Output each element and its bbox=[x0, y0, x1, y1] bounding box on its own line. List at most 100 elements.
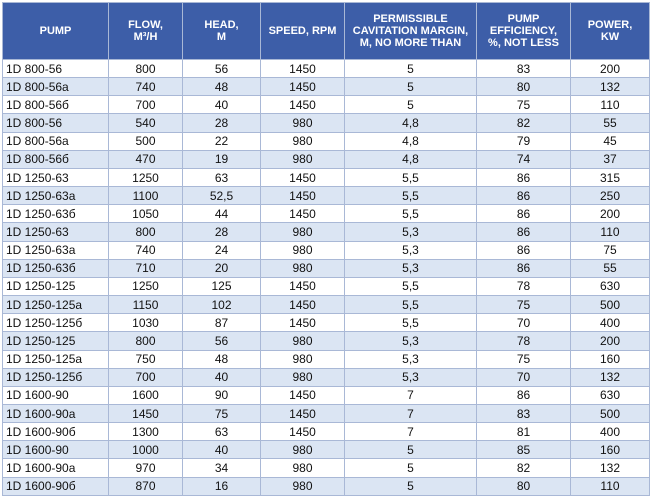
value-cell: 160 bbox=[570, 440, 650, 460]
value-cell: 1000 bbox=[108, 440, 183, 460]
value-cell: 75 bbox=[570, 240, 650, 260]
pump-cell: 1D 1250-125 bbox=[2, 276, 109, 297]
value-cell: 980 bbox=[260, 222, 345, 242]
value-cell: 20 bbox=[182, 258, 261, 278]
pump-cell: 1D 1250-63 bbox=[2, 167, 109, 188]
value-cell: 5 bbox=[344, 440, 477, 460]
value-cell: 78 bbox=[476, 276, 571, 297]
pump-cell: 1D 1600-90a bbox=[2, 403, 109, 424]
value-cell: 1450 bbox=[260, 95, 345, 115]
table-row: 1D 1250-63 800 28 980 5,3 86 110 bbox=[2, 222, 650, 242]
value-cell: 5,3 bbox=[344, 331, 477, 351]
pump-cell: 1D 1250-63б bbox=[2, 204, 109, 224]
table-row: 1D 1600-90a 1450 75 1450 7 83 500 bbox=[2, 403, 650, 424]
pump-cell: 1D 1600-90 bbox=[2, 440, 109, 460]
value-cell: 700 bbox=[108, 95, 183, 115]
header-cell: PUMP EFFICIENCY, %, NOT LESS bbox=[476, 2, 571, 60]
value-cell: 86 bbox=[476, 204, 571, 224]
value-cell: 1030 bbox=[108, 313, 183, 333]
value-cell: 980 bbox=[260, 149, 345, 169]
pump-cell: 1D 1250-63a bbox=[2, 186, 109, 206]
table-row: 1D 1600-90 1000 40 980 5 85 160 bbox=[2, 440, 650, 460]
value-cell: 5,5 bbox=[344, 313, 477, 333]
pump-cell: 1D 1250-125б bbox=[2, 367, 109, 387]
value-cell: 1450 bbox=[260, 385, 345, 405]
value-cell: 55 bbox=[570, 113, 650, 133]
value-cell: 160 bbox=[570, 349, 650, 369]
pump-cell: 1D 800-56б bbox=[2, 149, 109, 169]
value-cell: 400 bbox=[570, 313, 650, 333]
value-cell: 86 bbox=[476, 222, 571, 242]
value-cell: 5,5 bbox=[344, 186, 477, 206]
pump-cell: 1D 1600-90a bbox=[2, 458, 109, 478]
value-cell: 74 bbox=[476, 149, 571, 169]
table-row: 1D 1250-125 800 56 980 5,3 78 200 bbox=[2, 331, 650, 351]
table-row: 1D 1250-125 1250 125 1450 5,5 78 630 bbox=[2, 276, 650, 297]
value-cell: 980 bbox=[260, 258, 345, 278]
value-cell: 980 bbox=[260, 367, 345, 387]
value-cell: 1150 bbox=[108, 295, 183, 315]
value-cell: 250 bbox=[570, 186, 650, 206]
value-cell: 710 bbox=[108, 258, 183, 278]
value-cell: 1450 bbox=[260, 77, 345, 97]
pump-cell: 1D 800-56a bbox=[2, 131, 109, 151]
value-cell: 28 bbox=[182, 222, 261, 242]
value-cell: 7 bbox=[344, 385, 477, 405]
value-cell: 48 bbox=[182, 77, 261, 97]
value-cell: 110 bbox=[570, 222, 650, 242]
header-cell: HEAD, M bbox=[182, 2, 261, 60]
header-cell: PUMP bbox=[2, 2, 109, 60]
table-row: 1D 1250-125б 1030 87 1450 5,5 70 400 bbox=[2, 313, 650, 333]
value-cell: 5,5 bbox=[344, 204, 477, 224]
value-cell: 28 bbox=[182, 113, 261, 133]
value-cell: 79 bbox=[476, 131, 571, 151]
value-cell: 1450 bbox=[260, 204, 345, 224]
value-cell: 55 bbox=[570, 258, 650, 278]
value-cell: 800 bbox=[108, 331, 183, 351]
value-cell: 4,8 bbox=[344, 149, 477, 169]
header-row: PUMP FLOW, M³/H HEAD, M SPEED, RPM PERMISSIB… bbox=[2, 2, 650, 60]
value-cell: 110 bbox=[570, 476, 650, 496]
value-cell: 1450 bbox=[260, 313, 345, 333]
value-cell: 400 bbox=[570, 422, 650, 442]
value-cell: 22 bbox=[182, 131, 261, 151]
value-cell: 48 bbox=[182, 349, 261, 369]
pump-cell: 1D 1600-90б bbox=[2, 422, 109, 442]
value-cell: 87 bbox=[182, 313, 261, 333]
pump-cell: 1D 800-56б bbox=[2, 95, 109, 115]
value-cell: 980 bbox=[260, 440, 345, 460]
value-cell: 1450 bbox=[260, 58, 345, 79]
value-cell: 34 bbox=[182, 458, 261, 478]
value-cell: 75 bbox=[476, 295, 571, 315]
value-cell: 110 bbox=[570, 95, 650, 115]
value-cell: 86 bbox=[476, 258, 571, 278]
header-cell: FLOW, M³/H bbox=[108, 2, 183, 60]
value-cell: 63 bbox=[182, 167, 261, 188]
value-cell: 630 bbox=[570, 276, 650, 297]
value-cell: 750 bbox=[108, 349, 183, 369]
value-cell: 1450 bbox=[260, 422, 345, 442]
value-cell: 85 bbox=[476, 440, 571, 460]
value-cell: 78 bbox=[476, 331, 571, 351]
pump-cell: 1D 800-56 bbox=[2, 113, 109, 133]
value-cell: 1250 bbox=[108, 276, 183, 297]
table-row: 1D 1250-125б 700 40 980 5,3 70 132 bbox=[2, 367, 650, 387]
value-cell: 870 bbox=[108, 476, 183, 496]
value-cell: 5,3 bbox=[344, 367, 477, 387]
value-cell: 82 bbox=[476, 458, 571, 478]
value-cell: 83 bbox=[476, 58, 571, 79]
value-cell: 132 bbox=[570, 367, 650, 387]
pump-cell: 1D 800-56a bbox=[2, 77, 109, 97]
value-cell: 500 bbox=[570, 403, 650, 424]
value-cell: 5 bbox=[344, 58, 477, 79]
value-cell: 1100 bbox=[108, 186, 183, 206]
table-row: 1D 1250-125a 1150 102 1450 5,5 75 500 bbox=[2, 295, 650, 315]
value-cell: 82 bbox=[476, 113, 571, 133]
table-row: 1D 1250-125a 750 48 980 5,3 75 160 bbox=[2, 349, 650, 369]
value-cell: 1450 bbox=[260, 276, 345, 297]
value-cell: 45 bbox=[570, 131, 650, 151]
value-cell: 52,5 bbox=[182, 186, 261, 206]
table-row: 1D 1600-90a 970 34 980 5 82 132 bbox=[2, 458, 650, 478]
pump-cell: 1D 1250-125a bbox=[2, 349, 109, 369]
